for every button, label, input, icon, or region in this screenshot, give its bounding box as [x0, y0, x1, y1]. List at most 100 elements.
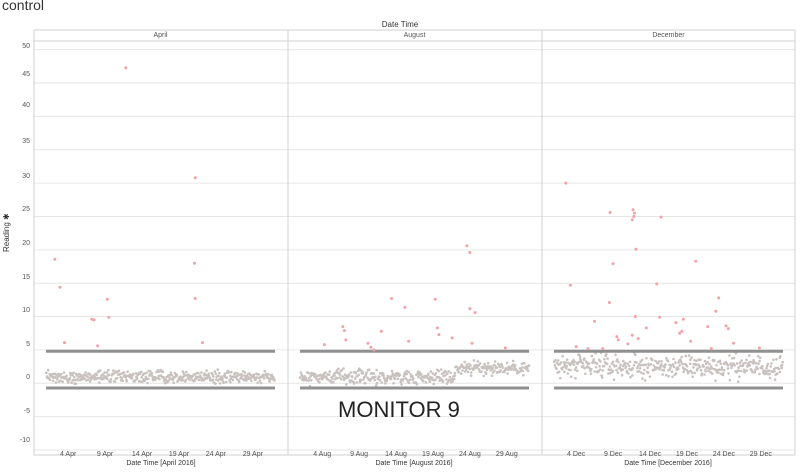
data-point: [703, 359, 707, 363]
data-point: [229, 381, 232, 384]
data-point: [498, 365, 502, 369]
data-point: [581, 361, 585, 365]
data-point: [223, 372, 227, 376]
data-point: [773, 378, 777, 382]
data-point: [338, 376, 341, 379]
data-point: [393, 377, 397, 381]
data-point: [514, 364, 517, 367]
data-point: [622, 359, 625, 363]
data-point: [391, 372, 395, 376]
data-point: [101, 373, 104, 376]
data-point: [469, 364, 472, 367]
data-point: [359, 379, 363, 382]
data-point: [362, 378, 365, 381]
data-point: [664, 373, 668, 377]
data-point: [427, 372, 430, 376]
data-point: [753, 370, 757, 374]
data-point: [553, 363, 557, 367]
data-point: [559, 361, 563, 364]
data-point: [598, 364, 601, 368]
data-point: [775, 358, 778, 361]
data-point: [168, 373, 172, 377]
data-point: [718, 359, 722, 363]
data-point: [587, 362, 591, 365]
data-point: [268, 380, 272, 383]
data-point: [125, 380, 128, 383]
data-point: [752, 358, 755, 362]
data-point: [109, 377, 113, 381]
data-point: [375, 381, 379, 385]
data-point: [770, 362, 773, 365]
outlier-point: [732, 341, 735, 345]
data-point: [213, 370, 217, 373]
data-point: [719, 372, 723, 376]
data-point: [183, 374, 187, 377]
data-point: [197, 378, 201, 382]
data-point: [48, 378, 52, 382]
data-point: [700, 372, 704, 375]
data-point: [432, 382, 436, 386]
data-point: [764, 369, 767, 373]
data-point: [324, 371, 327, 374]
data-point: [561, 354, 564, 358]
data-point: [685, 364, 689, 368]
data-point: [742, 362, 745, 365]
data-point: [50, 372, 54, 376]
data-point: [151, 378, 155, 382]
data-point: [408, 378, 412, 382]
data-point: [172, 381, 175, 385]
data-point: [656, 362, 660, 365]
data-point: [112, 369, 115, 372]
data-point: [229, 374, 232, 378]
outlier-point: [607, 301, 611, 304]
data-point: [389, 377, 393, 381]
data-point: [674, 361, 677, 364]
data-point: [453, 371, 457, 375]
y-tick-label: 20: [22, 240, 30, 247]
data-point: [495, 366, 499, 369]
data-point: [444, 370, 448, 373]
data-point: [122, 371, 126, 374]
data-point: [79, 373, 83, 377]
data-point: [680, 355, 683, 359]
data-point: [368, 379, 372, 383]
data-point: [207, 374, 211, 378]
data-point: [761, 365, 764, 368]
data-point: [214, 382, 217, 385]
data-point: [333, 374, 336, 377]
data-point: [681, 362, 684, 366]
data-point: [62, 371, 66, 374]
data-point: [689, 369, 693, 373]
data-point: [554, 359, 557, 362]
data-point: [272, 375, 275, 379]
data-point: [381, 372, 385, 376]
data-point: [748, 354, 751, 357]
data-point: [646, 371, 650, 375]
data-point: [72, 375, 76, 379]
data-point: [400, 383, 403, 386]
data-point: [500, 364, 504, 367]
data-point: [713, 358, 716, 362]
data-point: [411, 374, 414, 378]
data-point: [738, 361, 742, 365]
data-point: [230, 370, 233, 374]
data-point: [398, 373, 402, 377]
data-point: [478, 362, 482, 365]
data-point: [735, 362, 739, 365]
data-point: [167, 379, 170, 382]
data-point: [188, 378, 191, 382]
data-point: [519, 368, 523, 371]
y-tick-label: 45: [22, 71, 30, 78]
data-point: [133, 378, 137, 382]
data-point: [737, 369, 741, 373]
data-point: [453, 374, 457, 378]
data-point: [382, 374, 385, 378]
data-point: [54, 381, 58, 384]
data-point: [308, 372, 311, 375]
data-point: [256, 381, 260, 385]
outlier-point: [674, 321, 678, 325]
data-point: [353, 377, 357, 380]
data-point: [657, 360, 661, 363]
x-tick-label: 14 Dec: [638, 451, 662, 458]
